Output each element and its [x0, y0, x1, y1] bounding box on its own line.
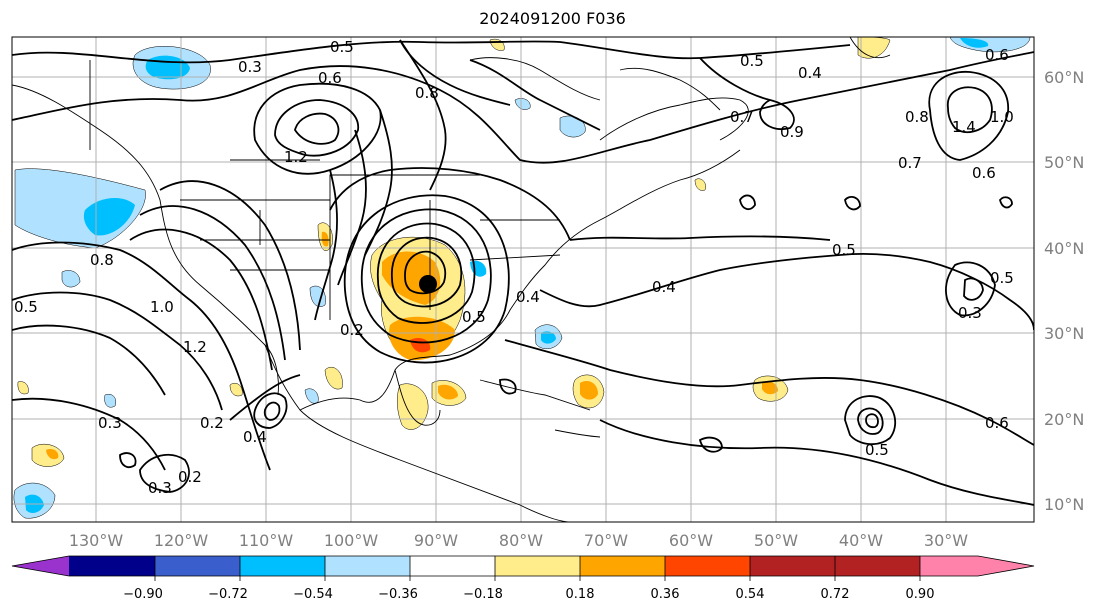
low-center-marker	[419, 275, 437, 293]
colorbar-tick-label: 0.90	[906, 587, 935, 602]
contour-label: 0.6	[972, 164, 996, 182]
lon-label: 70°W	[584, 531, 628, 550]
contour-label: 0.5	[330, 38, 354, 56]
latitude-labels: 60°N 50°N 40°N 30°N 20°N 10°N	[1044, 68, 1084, 514]
contour-label: 0.4	[243, 428, 267, 446]
contour-label: 0.5	[832, 241, 856, 259]
lat-label: 60°N	[1044, 68, 1084, 87]
contour-label: 0.3	[958, 304, 982, 322]
colorbar-tick-label: 0.54	[736, 587, 765, 602]
colorbar-tick-label: 0.18	[566, 587, 595, 602]
colorbar-tick-label: −0.90	[123, 587, 163, 602]
lon-label: 30°W	[924, 531, 968, 550]
colorbar-extend-left	[12, 556, 69, 576]
contour-label: 0.8	[415, 84, 439, 102]
contour-label: 0.2	[178, 468, 202, 486]
contour-label: 0.7	[730, 108, 754, 126]
colorbar-tick-label: 0.72	[821, 587, 850, 602]
contour-label: 1.0	[150, 298, 174, 316]
contour-label: 0.4	[798, 64, 822, 82]
contour-label: 0.6	[318, 69, 342, 87]
contour-label: 0.4	[652, 278, 676, 296]
contour-label: 0.2	[340, 321, 364, 339]
lon-label: 80°W	[499, 531, 543, 550]
lon-label: 110°W	[239, 531, 294, 550]
map-frame	[11, 36, 1035, 523]
colorbar-segment	[665, 556, 751, 576]
contour-label: 0.2	[200, 414, 224, 432]
colorbar-segment	[920, 556, 1034, 576]
contour-label: 0.3	[98, 414, 122, 432]
contour-lines	[12, 39, 1034, 506]
contour-label: 0.5	[865, 441, 889, 459]
longitude-labels: 130°W 120°W 110°W 100°W 90°W 80°W 70°W 6…	[69, 531, 968, 550]
colorbar-tick-label: 0.36	[651, 587, 680, 602]
contour-label: 0.8	[905, 108, 929, 126]
colorbar-segment	[495, 556, 581, 576]
map-title: 2024091200 F036	[479, 9, 626, 28]
contour-label: 0.7	[898, 154, 922, 172]
map-background	[12, 37, 1034, 522]
lat-label: 10°N	[1044, 495, 1084, 514]
colorbar-tick-label: −0.36	[378, 587, 418, 602]
colorbar: −0.90 −0.72 −0.54 −0.36 −0.18 0.18 0.36 …	[11, 555, 1035, 602]
contour-label: 1.4	[952, 118, 976, 136]
contour-label: 0.6	[985, 46, 1009, 64]
lon-label: 100°W	[324, 531, 379, 550]
colorbar-tick-label: −0.18	[463, 587, 503, 602]
contour-label: 1.2	[284, 148, 308, 166]
colorbar-tick-label: −0.54	[293, 587, 333, 602]
lat-label: 40°N	[1044, 239, 1084, 258]
colorbar-segment	[325, 556, 411, 576]
contour-label: 0.5	[14, 298, 38, 316]
contour-label: 0.8	[90, 251, 114, 269]
contour-label: 0.3	[148, 479, 172, 497]
graticule	[12, 37, 1034, 522]
lat-label: 50°N	[1044, 153, 1084, 172]
lon-label: 50°W	[754, 531, 798, 550]
colorbar-segment	[750, 556, 836, 576]
contour-label: 1.0	[990, 108, 1014, 126]
shaded-field	[13, 37, 1031, 519]
colorbar-outline	[11, 555, 1035, 577]
colorbar-segment	[410, 556, 496, 576]
lon-label: 120°W	[154, 531, 209, 550]
lon-label: 40°W	[839, 531, 883, 550]
colorbar-tick-label: −0.72	[208, 587, 248, 602]
contour-label-group: 0.5 0.6 0.3 0.8 1.2 0.7 0.9 0.5 0.4 0.7 …	[14, 38, 1014, 497]
contour-label: 0.5	[462, 308, 486, 326]
lon-label: 130°W	[69, 531, 124, 550]
colorbar-segment	[155, 556, 241, 576]
colorbar-segment	[69, 556, 156, 576]
lat-label: 30°N	[1044, 324, 1084, 343]
contour-label: 1.2	[183, 338, 207, 356]
lat-label: 20°N	[1044, 410, 1084, 429]
contour-label: 0.6	[985, 414, 1009, 432]
colorbar-segment	[580, 556, 666, 576]
colorbar-segment	[240, 556, 326, 576]
contour-label: 0.5	[990, 269, 1014, 287]
contour-label: 0.5	[740, 52, 764, 70]
lon-label: 90°W	[414, 531, 458, 550]
contour-label: 0.3	[238, 58, 262, 76]
contour-label: 0.9	[780, 123, 804, 141]
contour-label: 0.4	[516, 288, 540, 306]
lon-label: 60°W	[669, 531, 713, 550]
